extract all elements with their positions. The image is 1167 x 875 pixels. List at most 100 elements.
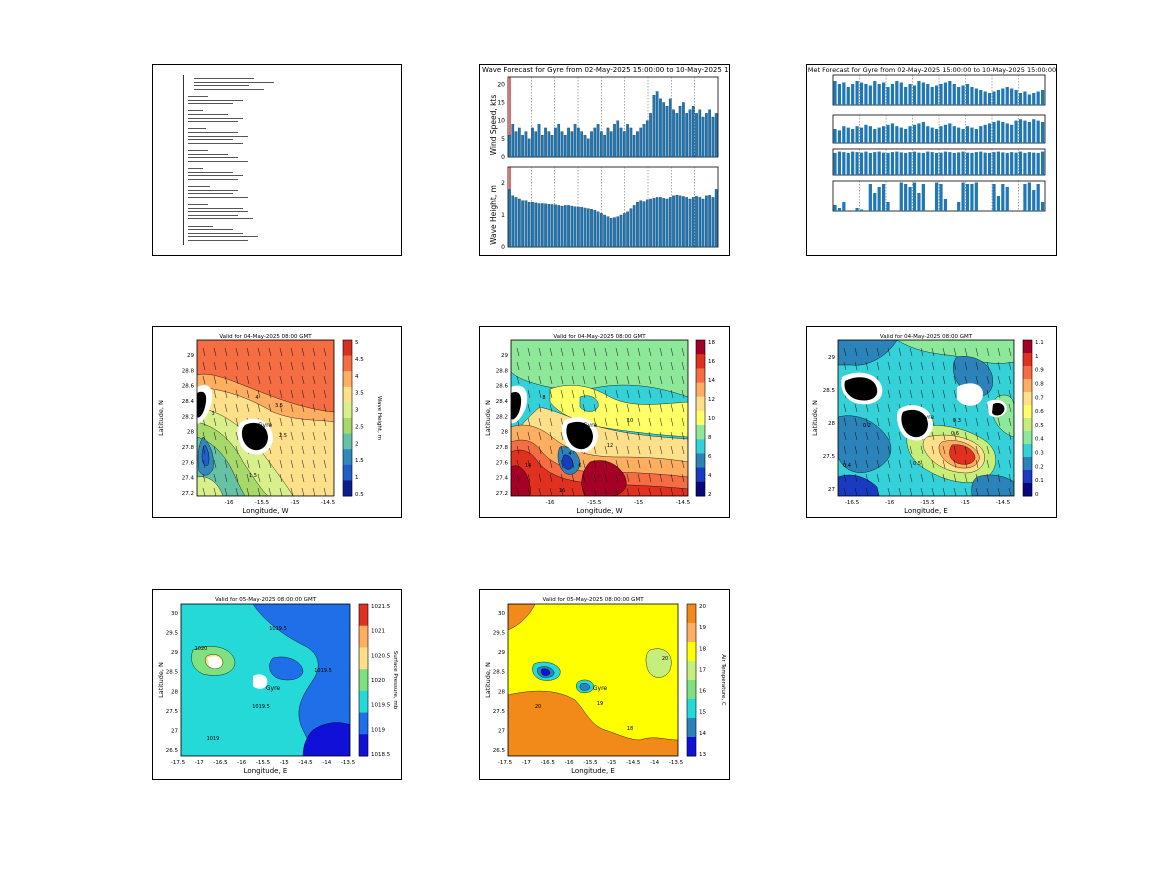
colorbar-tick-label: 2 bbox=[355, 441, 359, 447]
text-line bbox=[188, 142, 243, 144]
vector-arrow bbox=[279, 347, 283, 357]
vector-arrow bbox=[626, 459, 630, 469]
bar bbox=[652, 198, 656, 248]
bar bbox=[1005, 187, 1009, 211]
vector-arrow bbox=[312, 417, 316, 427]
vector-arrow bbox=[235, 403, 239, 413]
y-axis-label: Latitude, N bbox=[811, 400, 819, 436]
colorbar-tick-label: 0.4 bbox=[1035, 437, 1044, 443]
bar bbox=[540, 135, 544, 158]
bar bbox=[939, 184, 943, 211]
vector-arrow bbox=[235, 361, 239, 371]
vector-arrow bbox=[975, 403, 979, 413]
vector-arrow bbox=[920, 473, 924, 483]
bar bbox=[1001, 88, 1005, 105]
y-tick-label: 30 bbox=[498, 611, 505, 617]
bar bbox=[1032, 93, 1036, 105]
text-line bbox=[188, 229, 233, 231]
vector-arrow bbox=[887, 431, 891, 441]
vector-arrow bbox=[953, 487, 957, 496]
vector-arrow bbox=[582, 487, 586, 496]
vector-arrow bbox=[964, 431, 968, 441]
vector-arrow bbox=[560, 445, 564, 455]
vector-arrow bbox=[213, 375, 217, 385]
x-tick-label: -16.5 bbox=[541, 760, 556, 766]
bar bbox=[573, 206, 577, 248]
bar bbox=[970, 87, 974, 105]
vector-arrow bbox=[681, 389, 685, 399]
text-line bbox=[188, 103, 233, 105]
vector-arrow bbox=[887, 347, 891, 357]
y-tick-label: 28.4 bbox=[496, 399, 509, 405]
vector-arrow bbox=[224, 361, 228, 371]
vector-arrow bbox=[953, 361, 957, 371]
bar bbox=[665, 105, 669, 158]
vector-arrow bbox=[659, 417, 663, 427]
bar bbox=[603, 214, 606, 248]
bar bbox=[859, 127, 864, 143]
vector-arrow bbox=[843, 473, 847, 483]
bar bbox=[992, 184, 996, 211]
vector-arrow bbox=[323, 389, 327, 399]
bar bbox=[837, 130, 842, 143]
vector-arrow bbox=[626, 361, 630, 371]
vector-arrow bbox=[997, 473, 1001, 483]
vector-arrow bbox=[235, 445, 239, 455]
text-line bbox=[188, 178, 238, 180]
bar bbox=[851, 84, 855, 105]
vector-arrow bbox=[516, 487, 520, 496]
vector-arrow bbox=[648, 417, 652, 427]
bar bbox=[886, 87, 890, 105]
vector-arrow bbox=[1008, 403, 1012, 413]
bar bbox=[636, 131, 639, 158]
colorbar-swatch bbox=[1023, 353, 1032, 367]
vector-arrow bbox=[997, 347, 1001, 357]
vector-arrow bbox=[843, 431, 847, 441]
vector-arrow bbox=[843, 361, 847, 371]
vector-arrow bbox=[920, 487, 924, 496]
bar bbox=[908, 84, 912, 105]
colorbar-label: Surface Pressure, mb bbox=[392, 651, 398, 710]
vector-arrow bbox=[615, 347, 619, 357]
contour-band bbox=[645, 648, 672, 678]
bar bbox=[899, 127, 903, 143]
vector-arrow bbox=[909, 347, 913, 357]
bar bbox=[570, 131, 574, 158]
bar bbox=[904, 87, 908, 105]
text-line bbox=[188, 207, 243, 209]
vector-arrow bbox=[582, 347, 586, 357]
bar bbox=[983, 152, 987, 175]
vector-arrow bbox=[257, 459, 261, 469]
x-axis-label: Longitude, E bbox=[244, 767, 288, 775]
x-tick-label: -15.5 bbox=[256, 760, 271, 766]
vector-arrow bbox=[301, 431, 305, 441]
vector-arrow bbox=[301, 487, 305, 496]
bar bbox=[1023, 91, 1027, 105]
island bbox=[844, 377, 878, 401]
vector-arrow bbox=[670, 375, 674, 385]
bar bbox=[622, 213, 626, 248]
colorbar-swatch bbox=[1023, 470, 1032, 484]
island bbox=[511, 391, 522, 420]
vector-arrow bbox=[637, 347, 641, 357]
x-tick-label: -14 bbox=[322, 760, 331, 766]
bar bbox=[855, 152, 859, 175]
vector-arrow bbox=[681, 445, 685, 455]
bar bbox=[965, 84, 970, 105]
bar bbox=[837, 84, 842, 105]
vector-arrow bbox=[604, 459, 608, 469]
y-tick-label: 27.2 bbox=[496, 491, 508, 497]
bar bbox=[877, 151, 881, 175]
vector-arrow bbox=[290, 487, 294, 496]
vector-arrow bbox=[670, 431, 674, 441]
vector-arrow bbox=[323, 375, 327, 385]
colorbar-tick-label: 0.8 bbox=[1035, 381, 1044, 387]
vector-arrow bbox=[681, 487, 685, 496]
vector-arrow bbox=[549, 361, 553, 371]
bar bbox=[629, 208, 633, 248]
bar bbox=[996, 120, 1001, 143]
air-temperature-map: Valid for 05-May-2025 08:00:00 GMT Gyre 20… bbox=[484, 597, 726, 775]
vector-arrow bbox=[659, 431, 663, 441]
map-title: Valid for 05-May-2025 08:00:00 GMT bbox=[215, 597, 317, 603]
bar bbox=[890, 123, 895, 143]
